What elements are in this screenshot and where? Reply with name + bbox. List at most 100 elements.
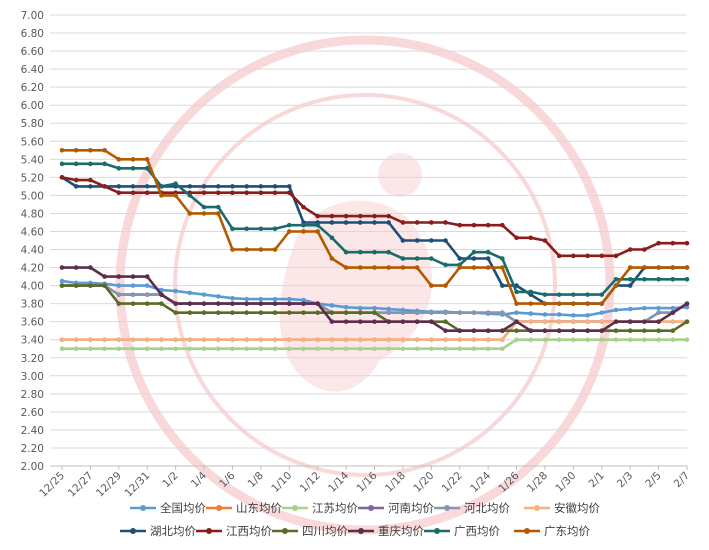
data-point — [613, 319, 619, 324]
data-point — [73, 177, 79, 183]
data-point — [201, 346, 207, 352]
data-point — [102, 346, 107, 352]
legend-marker — [444, 505, 450, 511]
data-point — [201, 211, 207, 216]
data-point — [244, 310, 249, 315]
data-point — [613, 328, 619, 334]
legend-label: 四川均价 — [302, 524, 348, 538]
series-10 — [59, 161, 690, 297]
legend-label: 全国均价 — [160, 501, 206, 515]
data-point — [301, 346, 306, 352]
data-point — [159, 301, 164, 306]
data-point — [187, 211, 193, 216]
data-point — [542, 292, 548, 297]
data-point — [528, 235, 534, 241]
data-point — [500, 328, 505, 334]
data-point — [116, 292, 122, 297]
data-point — [301, 301, 306, 306]
data-point — [102, 337, 107, 343]
data-point — [301, 337, 306, 343]
data-point — [215, 211, 221, 216]
data-point — [457, 265, 463, 270]
data-point — [315, 229, 320, 234]
y-tick-label: 4.40 — [21, 245, 44, 257]
data-point — [514, 289, 519, 295]
data-point — [343, 265, 349, 270]
data-point — [372, 337, 377, 343]
legend-entry: 四川均价 — [272, 524, 348, 538]
data-point — [88, 346, 93, 352]
data-point — [315, 310, 320, 315]
data-point — [272, 310, 278, 315]
data-point — [301, 222, 306, 228]
legend-label: 湖北均价 — [150, 524, 196, 538]
data-point — [386, 346, 392, 352]
y-tick-label: 2.40 — [21, 425, 44, 437]
data-point — [116, 184, 122, 189]
data-point — [556, 253, 562, 259]
data-point — [173, 346, 178, 352]
data-point — [443, 346, 448, 352]
legend-label: 河北均价 — [464, 501, 510, 515]
legend-entry: 广西均价 — [424, 524, 500, 538]
x-tick-label: 1/2 — [160, 470, 180, 490]
data-point — [88, 184, 93, 189]
data-point — [485, 310, 491, 315]
data-point — [258, 296, 264, 302]
data-point — [272, 184, 278, 189]
data-point — [73, 148, 79, 153]
y-tick-label: 4.80 — [21, 208, 44, 220]
data-point — [215, 301, 221, 306]
data-point — [286, 337, 292, 343]
data-point — [656, 337, 661, 343]
data-point — [471, 310, 477, 315]
data-point — [386, 265, 392, 270]
data-point — [627, 247, 633, 252]
data-point — [485, 256, 491, 261]
data-point — [670, 240, 676, 246]
data-point — [116, 166, 122, 171]
data-point — [201, 204, 207, 210]
data-point — [400, 346, 406, 352]
data-point — [514, 319, 519, 324]
y-tick-label: 3.00 — [21, 371, 44, 383]
data-point — [173, 337, 178, 343]
data-point — [585, 319, 590, 324]
data-point — [585, 292, 590, 297]
data-point — [272, 337, 278, 343]
data-point — [642, 328, 647, 334]
data-point — [301, 310, 306, 315]
data-point — [244, 184, 249, 189]
data-point — [244, 337, 249, 343]
data-point — [571, 313, 576, 318]
data-point — [684, 337, 690, 343]
data-point — [414, 238, 420, 243]
data-point — [258, 310, 264, 315]
y-tick-label: 2.80 — [21, 389, 44, 401]
data-point — [471, 222, 477, 228]
data-point — [130, 346, 136, 352]
data-point — [329, 213, 335, 219]
data-point — [73, 346, 79, 352]
y-tick-label: 5.60 — [21, 136, 44, 148]
y-tick-label: 3.80 — [21, 299, 44, 311]
data-point — [286, 229, 292, 234]
data-point — [556, 292, 562, 297]
data-point — [627, 276, 633, 282]
y-tick-label: 5.20 — [21, 172, 44, 184]
legend-label: 河南均价 — [388, 501, 434, 515]
y-tick-label: 6.60 — [21, 46, 44, 58]
data-point — [528, 319, 534, 324]
data-point — [116, 337, 122, 343]
data-point — [329, 337, 335, 343]
data-point — [244, 346, 249, 352]
data-point — [230, 190, 235, 195]
data-point — [102, 161, 107, 167]
data-point — [59, 175, 65, 180]
data-point — [386, 213, 392, 219]
data-point — [315, 213, 320, 219]
data-point — [485, 249, 491, 255]
data-point — [187, 337, 193, 343]
data-point — [59, 161, 65, 167]
